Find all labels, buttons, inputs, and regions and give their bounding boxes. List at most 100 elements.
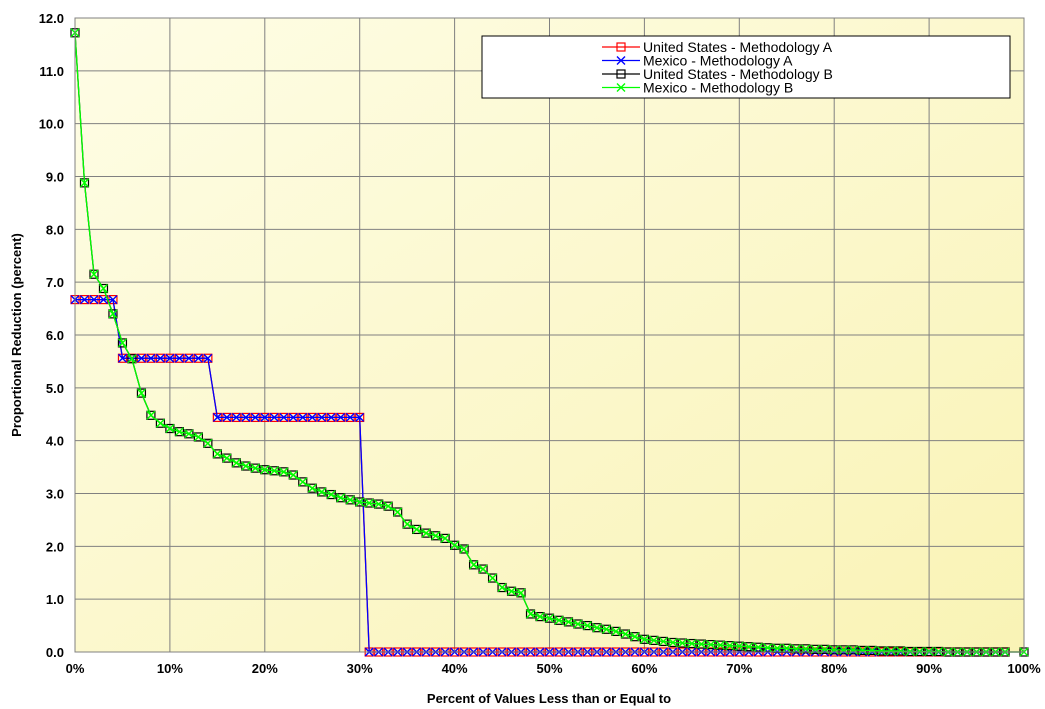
data-point: [601, 624, 611, 634]
data-point: [525, 609, 536, 619]
data-point: [763, 643, 773, 653]
y-tick-label: 8.0: [46, 222, 64, 237]
data-point: [706, 640, 716, 650]
data-point: [165, 424, 175, 434]
data-point: [241, 412, 251, 422]
data-point: [260, 465, 270, 475]
legend-label: United States - Methodology A: [643, 39, 833, 55]
y-tick-label: 10.0: [39, 117, 64, 132]
legend-marker: [616, 56, 626, 65]
data-point: [412, 524, 422, 534]
data-point: [117, 338, 127, 348]
data-point: [450, 540, 460, 550]
data-point: [573, 619, 583, 629]
data-point: [440, 533, 450, 543]
data-point: [269, 466, 279, 476]
data-point: [345, 412, 355, 422]
series-line: [74, 32, 1024, 653]
data-point: [203, 438, 213, 448]
data-point: [89, 295, 99, 305]
data-point: [89, 269, 99, 279]
data-point: [260, 412, 270, 422]
data-point: [336, 493, 346, 503]
data-point: [468, 560, 479, 570]
data-point: [136, 353, 146, 363]
data-point: [563, 617, 574, 627]
data-point: [98, 283, 109, 294]
data-point: [402, 519, 412, 529]
x-axis-label: Percent of Values Less than or Equal to: [427, 691, 671, 706]
x-tick-label: 70%: [726, 661, 752, 676]
data-point: [298, 412, 308, 422]
data-point: [193, 432, 203, 442]
data-point: [279, 412, 289, 422]
data-point: [554, 615, 564, 625]
data-point: [526, 609, 536, 619]
data-point: [658, 636, 668, 646]
legend-item: Mexico - Methodology A: [602, 53, 793, 69]
data-point: [753, 642, 763, 652]
data-point: [212, 412, 222, 422]
legend-item: Mexico - Methodology B: [602, 80, 793, 96]
data-point: [478, 564, 488, 574]
data-point: [582, 620, 593, 631]
data-point: [459, 544, 469, 554]
data-point: [867, 645, 877, 655]
x-tick-label: 60%: [631, 661, 657, 676]
data-point: [241, 461, 251, 471]
data-point: [146, 410, 156, 420]
data-point: [155, 353, 165, 363]
data-point: [450, 540, 460, 550]
data-point: [288, 470, 298, 480]
data-point: [478, 564, 488, 574]
data-point: [307, 483, 317, 493]
data-point: [677, 638, 687, 648]
x-tick-label: 100%: [1007, 661, 1041, 676]
data-point: [516, 588, 526, 598]
data-point: [298, 477, 308, 487]
data-point: [317, 487, 327, 497]
data-point: [136, 388, 147, 398]
data-point: [231, 458, 241, 468]
data-point: [649, 635, 659, 645]
data-point: [269, 412, 279, 422]
data-point: [402, 519, 412, 529]
data-point: [668, 637, 678, 647]
legend-marker: [616, 83, 626, 92]
data-point: [203, 438, 213, 448]
data-point: [383, 501, 393, 511]
data-point: [630, 632, 640, 642]
data-point: [108, 309, 118, 319]
data-point: [174, 427, 184, 437]
data-point: [298, 477, 308, 487]
data-point: [829, 645, 839, 655]
data-point: [374, 499, 384, 509]
data-point: [364, 498, 374, 508]
legend-label: Mexico - Methodology B: [643, 80, 793, 96]
x-tick-label: 50%: [536, 661, 562, 676]
data-point: [174, 353, 184, 363]
data-point: [877, 646, 887, 656]
data-point: [336, 493, 346, 503]
data-point: [155, 418, 165, 428]
data-point: [573, 619, 583, 629]
data-point: [582, 621, 592, 631]
data-point: [146, 353, 156, 363]
x-tick-label: 40%: [442, 661, 468, 676]
legend-marker: [616, 69, 626, 79]
data-point: [412, 524, 422, 535]
data-point: [317, 487, 327, 497]
y-tick-label: 0.0: [46, 645, 64, 660]
data-point: [734, 641, 744, 651]
data-point: [117, 353, 127, 363]
data-point: [127, 354, 137, 364]
data-point: [782, 643, 792, 653]
data-point: [905, 646, 915, 656]
data-point: [383, 501, 393, 511]
data-point: [687, 639, 697, 649]
data-point: [288, 470, 298, 480]
plot-border: [74, 17, 1025, 653]
data-point: [497, 583, 507, 593]
data-point: [184, 429, 194, 439]
